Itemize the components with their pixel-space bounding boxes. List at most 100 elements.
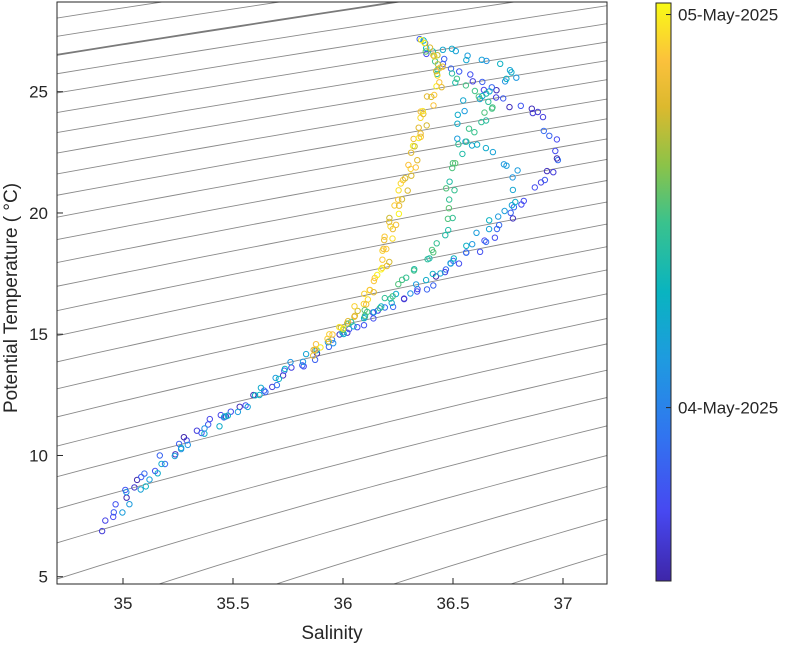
data-point [420,110,427,118]
data-point [434,52,441,59]
data-point [206,415,214,423]
data-point [361,290,368,297]
data-point [244,403,251,411]
data-point [437,270,444,277]
colorbar [655,2,672,582]
data-point [262,388,269,396]
data-point [123,488,130,496]
data-point [414,157,421,164]
data-point [553,136,561,143]
data-point [451,187,458,194]
data-point [110,509,118,516]
data-point [404,187,411,194]
data-point [370,309,378,316]
data-point [417,130,424,137]
data-point [407,290,414,297]
y-tick-label: 10 [29,446,48,465]
data-point [378,266,385,273]
data-point [381,294,388,302]
data-point [417,114,424,122]
data-point [539,113,547,121]
data-point [363,301,370,308]
data-point [465,125,473,132]
data-point [395,187,402,194]
data-point [534,108,541,116]
data-point [434,72,441,79]
data-point [154,470,161,477]
data-point [463,249,470,256]
data-point [454,120,461,127]
data-point [119,509,126,516]
data-point [389,235,396,242]
data-point [344,317,352,325]
data-point [495,221,503,229]
data-point [391,202,398,209]
data-point [512,198,519,206]
data-point [452,79,459,86]
data-point [281,365,289,373]
data-point [386,258,393,266]
data-point [455,260,463,267]
data-point [448,70,456,77]
data-point [386,218,393,226]
isopycnal-line [57,98,607,196]
data-point [454,111,461,119]
data-point [386,214,393,222]
data-point [467,71,474,78]
data-point [430,282,437,289]
data-point [142,483,150,490]
data-point [366,286,374,294]
data-point [460,97,467,104]
data-point [514,167,521,174]
x-tick-label: 35.5 [216,594,249,613]
data-point [508,202,516,209]
data-point [402,175,409,182]
data-point [481,237,488,244]
data-point [445,205,453,212]
data-point [483,90,490,97]
isopycnal-line [57,2,165,19]
data-point [370,277,378,285]
data-point [381,304,389,311]
data-point [161,460,169,468]
data-point [388,299,395,307]
data-point [444,215,452,223]
data-point [448,45,456,52]
data-point [198,429,205,437]
data-point [454,135,461,142]
isopycnal-line [57,118,607,218]
data-point [461,107,468,115]
data-point [462,82,470,89]
data-point [299,362,306,369]
data-point [501,207,508,215]
highlighted-isopycnal [57,2,403,56]
data-point [141,470,148,477]
data-point [509,174,516,181]
data-point [431,53,438,60]
data-point [475,93,482,100]
data-point [408,172,415,179]
isopycnal-line [157,455,607,584]
data-point [336,323,343,331]
data-point [376,305,383,312]
data-point [273,381,281,389]
data-point [171,452,179,460]
x-tick-label: 35 [114,594,133,613]
data-point [417,133,424,141]
data-point [272,374,279,382]
data-point [482,117,490,124]
data-point [463,138,470,145]
data-point [251,392,259,399]
data-point [552,147,559,155]
data-point [102,517,109,524]
isopycnal-line [57,79,607,175]
data-point [354,324,361,331]
isopycnal-line [57,369,607,510]
x-tick-label: 36.5 [436,594,469,613]
data-point [300,363,307,370]
data-point [469,241,476,248]
data-point [478,56,485,63]
data-point [381,236,388,244]
data-point [520,197,527,205]
data-point [481,109,488,116]
